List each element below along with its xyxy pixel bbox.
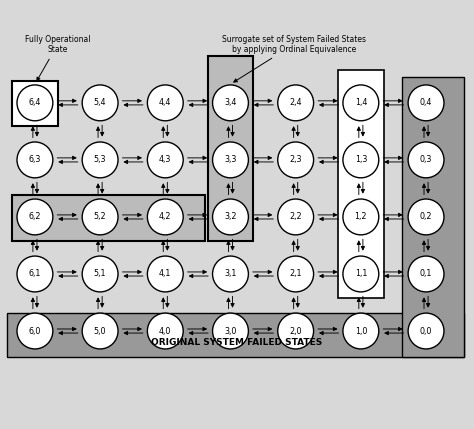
Text: 6,1: 6,1 xyxy=(29,269,41,278)
Circle shape xyxy=(82,199,118,235)
Circle shape xyxy=(212,313,248,349)
Circle shape xyxy=(408,256,444,292)
Text: 1,0: 1,0 xyxy=(355,326,367,335)
Circle shape xyxy=(17,256,53,292)
Circle shape xyxy=(82,313,118,349)
Bar xyxy=(7,313,464,357)
Text: 3,0: 3,0 xyxy=(224,326,237,335)
Circle shape xyxy=(278,142,314,178)
Circle shape xyxy=(82,142,118,178)
Text: Surrogate set of System Failed States
by applying Ordinal Equivalence: Surrogate set of System Failed States by… xyxy=(222,35,366,82)
Circle shape xyxy=(343,256,379,292)
Circle shape xyxy=(82,85,118,121)
Text: 4,3: 4,3 xyxy=(159,155,172,164)
Bar xyxy=(338,70,383,299)
Text: 1,4: 1,4 xyxy=(355,98,367,107)
Circle shape xyxy=(17,142,53,178)
Text: 2,3: 2,3 xyxy=(290,155,302,164)
Bar xyxy=(12,81,58,127)
Text: 5,4: 5,4 xyxy=(94,98,106,107)
Text: 5,3: 5,3 xyxy=(94,155,106,164)
Circle shape xyxy=(17,85,53,121)
Bar xyxy=(401,77,464,357)
Text: 4,0: 4,0 xyxy=(159,326,172,335)
Circle shape xyxy=(408,85,444,121)
Text: 2,1: 2,1 xyxy=(290,269,302,278)
Circle shape xyxy=(212,199,248,235)
Text: 3,3: 3,3 xyxy=(224,155,237,164)
Circle shape xyxy=(408,313,444,349)
Circle shape xyxy=(343,313,379,349)
Circle shape xyxy=(212,142,248,178)
Text: 6,3: 6,3 xyxy=(29,155,41,164)
Text: 0,0: 0,0 xyxy=(420,326,432,335)
Circle shape xyxy=(147,142,183,178)
Circle shape xyxy=(82,256,118,292)
Text: 6,2: 6,2 xyxy=(28,212,41,221)
Text: 0,2: 0,2 xyxy=(420,212,432,221)
Circle shape xyxy=(278,199,314,235)
Circle shape xyxy=(278,256,314,292)
Text: 3,4: 3,4 xyxy=(224,98,237,107)
Circle shape xyxy=(408,142,444,178)
Text: 6,4: 6,4 xyxy=(29,98,41,107)
Text: 3,1: 3,1 xyxy=(224,269,237,278)
Circle shape xyxy=(212,85,248,121)
Text: ORIGINAL SYSTEM FAILED STATES: ORIGINAL SYSTEM FAILED STATES xyxy=(151,338,323,347)
Text: 4,1: 4,1 xyxy=(159,269,172,278)
Circle shape xyxy=(408,199,444,235)
Text: 3,2: 3,2 xyxy=(224,212,237,221)
Text: 1,2: 1,2 xyxy=(355,212,367,221)
Text: 1,3: 1,3 xyxy=(355,155,367,164)
Text: 2,0: 2,0 xyxy=(290,326,302,335)
Text: 0,3: 0,3 xyxy=(420,155,432,164)
Circle shape xyxy=(147,256,183,292)
Bar xyxy=(12,195,205,241)
Text: 5,1: 5,1 xyxy=(94,269,106,278)
Text: Fully Operational
State: Fully Operational State xyxy=(25,35,91,81)
Circle shape xyxy=(343,85,379,121)
Text: 6,0: 6,0 xyxy=(29,326,41,335)
Text: 4,2: 4,2 xyxy=(159,212,172,221)
Text: 4,4: 4,4 xyxy=(159,98,172,107)
Circle shape xyxy=(17,313,53,349)
Text: 2,2: 2,2 xyxy=(289,212,302,221)
Text: 5,2: 5,2 xyxy=(94,212,107,221)
Text: 2,4: 2,4 xyxy=(290,98,302,107)
Circle shape xyxy=(278,313,314,349)
Text: 5,0: 5,0 xyxy=(94,326,106,335)
Circle shape xyxy=(343,142,379,178)
Circle shape xyxy=(212,256,248,292)
Text: 0,4: 0,4 xyxy=(420,98,432,107)
Circle shape xyxy=(17,199,53,235)
Bar xyxy=(208,57,253,241)
Circle shape xyxy=(343,199,379,235)
Circle shape xyxy=(147,199,183,235)
Text: 1,1: 1,1 xyxy=(355,269,367,278)
Circle shape xyxy=(147,313,183,349)
Circle shape xyxy=(147,85,183,121)
Text: 0,1: 0,1 xyxy=(420,269,432,278)
Circle shape xyxy=(278,85,314,121)
